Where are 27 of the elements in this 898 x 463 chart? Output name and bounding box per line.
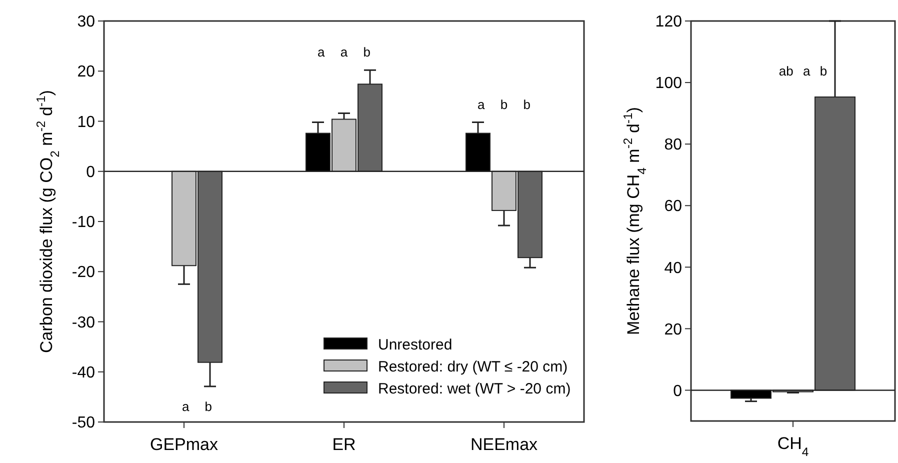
x-tick-label: CH$_{4}$ [777, 434, 809, 459]
annotation: a b [182, 398, 212, 414]
x-tick-label: GEPmax [150, 435, 218, 454]
y-tick-label: 80 [664, 136, 682, 154]
annotation: a b b [478, 96, 530, 112]
legend-label: Unrestored [378, 336, 452, 354]
y-tick-label: 0 [86, 164, 96, 181]
annotation: ab a b [778, 64, 828, 79]
y-tick-label: 10 [77, 114, 96, 131]
y-tick-label: 20 [77, 64, 96, 81]
annotation: a a b [318, 44, 370, 60]
y-tick-label: -30 [72, 314, 96, 332]
y-tick-label: 60 [664, 198, 682, 216]
y-tick-label: 30 [77, 14, 96, 31]
x-tick-label: ER [332, 435, 356, 454]
y-tick-label: 40 [664, 260, 682, 277]
y-tick-label: 100 [655, 75, 682, 92]
y-tick-label: 120 [655, 14, 682, 31]
y-tick-label: -40 [72, 364, 96, 382]
y-tick-label: 0 [673, 382, 682, 400]
y-tick-label: 20 [664, 321, 682, 338]
legend-label: Restored: dry (WT ≤ -20 cm) [378, 358, 568, 376]
x-tick-label: NEEmax [470, 435, 538, 454]
y-tick-label: -20 [72, 264, 96, 282]
y-tick-label: -10 [72, 214, 96, 232]
legend-label: Restored: wet (WT > -20 cm) [378, 380, 571, 398]
y-tick-label: -50 [72, 414, 96, 432]
